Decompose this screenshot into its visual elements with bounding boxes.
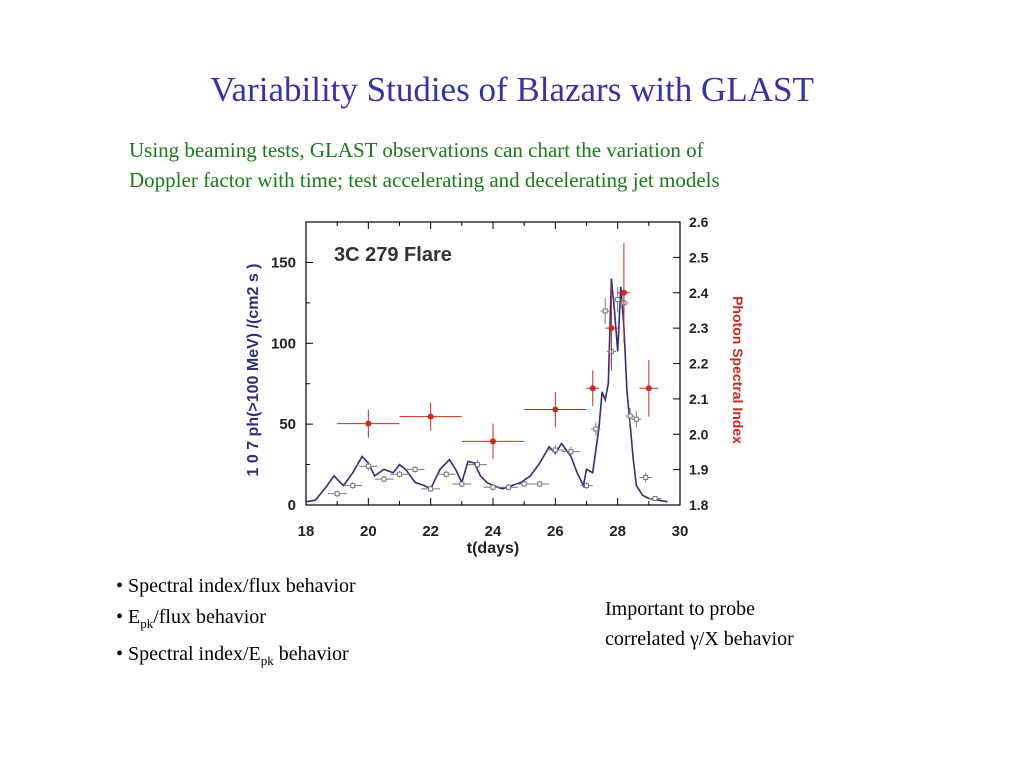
bullet-text-suffix: /flux behavior xyxy=(153,606,266,628)
bullet-item: • Epk/flux behavior xyxy=(116,603,356,634)
bullet-item: • Spectral index/Epk behavior xyxy=(116,640,356,671)
index-point xyxy=(490,438,496,445)
flux-point xyxy=(365,463,371,469)
bullet-text-suffix: behavior xyxy=(273,643,349,665)
flux-point xyxy=(633,416,639,422)
bullet-text: • Spectral index/E xyxy=(116,643,261,665)
flux-point xyxy=(615,297,621,303)
y-left-tick-label: 150 xyxy=(271,254,296,271)
y-right-tick-label: 2.5 xyxy=(689,249,709,265)
y-right-tick-label: 1.8 xyxy=(689,497,709,513)
subtitle-line-1: Using beaming tests, GLAST observations … xyxy=(129,138,704,162)
chart-title: 3C 279 Flare xyxy=(334,244,452,266)
y-right-tick-label: 2.2 xyxy=(689,356,709,372)
flux-point xyxy=(428,486,434,492)
bullet-item: • Spectral index/flux behavior xyxy=(116,572,356,603)
y-right-tick-label: 2.3 xyxy=(689,320,709,336)
index-point xyxy=(365,420,372,427)
subtitle-line-2: Doppler factor with time; test accelerat… xyxy=(129,168,720,192)
x-tick-label: 18 xyxy=(298,523,315,540)
y-left-axis-label: 1 0 7 ph(>100 MeV) /(cm2 s ) xyxy=(245,264,262,477)
bullet-subscript: pk xyxy=(260,653,274,668)
x-tick-label: 24 xyxy=(485,523,502,540)
flux-point xyxy=(474,462,480,468)
flux-point xyxy=(459,481,465,487)
note-line-1: Important to probe xyxy=(605,598,755,620)
x-tick-label: 30 xyxy=(672,523,689,540)
x-tick-label: 28 xyxy=(609,523,626,540)
flux-point xyxy=(537,481,543,487)
flux-point xyxy=(568,449,574,455)
flux-point xyxy=(506,484,512,490)
slide-title: Variability Studies of Blazars with GLAS… xyxy=(210,70,814,109)
flux-point xyxy=(334,491,340,497)
y-right-tick-label: 2.6 xyxy=(689,214,709,230)
flux-point xyxy=(552,447,558,453)
bullet-list: • Spectral index/flux behavior • Epk/flu… xyxy=(116,572,356,671)
flux-point xyxy=(381,476,387,482)
note-line-2: correlated γ/X behavior xyxy=(605,628,794,650)
side-note: Important to probe correlated γ/X behavi… xyxy=(605,594,794,654)
flux-point xyxy=(521,481,527,487)
index-point xyxy=(645,385,652,392)
x-tick-label: 20 xyxy=(360,523,377,540)
index-point xyxy=(620,289,627,296)
flux-point xyxy=(412,466,418,472)
flux-point xyxy=(627,413,633,419)
y-right-tick-label: 1.9 xyxy=(689,462,709,478)
slide-subtitle: Using beaming tests, GLAST observations … xyxy=(129,135,720,195)
index-point xyxy=(552,406,559,413)
y-right-tick-label: 2.4 xyxy=(689,285,709,301)
bullet-text: • Spectral index/flux behavior xyxy=(116,575,356,597)
flux-point xyxy=(602,308,608,314)
flux-point xyxy=(397,471,402,477)
flux-point xyxy=(490,484,496,490)
index-point xyxy=(608,325,615,332)
flux-point xyxy=(593,426,599,432)
y-left-tick-label: 0 xyxy=(288,497,296,514)
y-right-tick-label: 2.0 xyxy=(689,426,709,442)
index-point xyxy=(589,385,596,392)
y-right-axis-label: Photon Spectral Index xyxy=(730,296,746,444)
y-right-tick-label: 2.1 xyxy=(689,391,709,407)
x-tick-label: 22 xyxy=(422,523,439,540)
x-tick-label: 26 xyxy=(547,523,564,540)
flux-point xyxy=(443,471,449,477)
flux-point xyxy=(652,496,658,502)
bullet-subscript: pk xyxy=(140,616,154,631)
flux-point xyxy=(643,475,649,481)
flux-point xyxy=(584,483,589,489)
flux-point xyxy=(350,483,356,489)
index-point xyxy=(427,413,434,420)
bullet-text: • E xyxy=(116,606,141,628)
y-left-tick-label: 100 xyxy=(271,335,296,352)
y-left-tick-label: 50 xyxy=(279,416,296,433)
flux-curve-line xyxy=(305,278,668,503)
x-axis-label: t(days) xyxy=(467,540,519,557)
